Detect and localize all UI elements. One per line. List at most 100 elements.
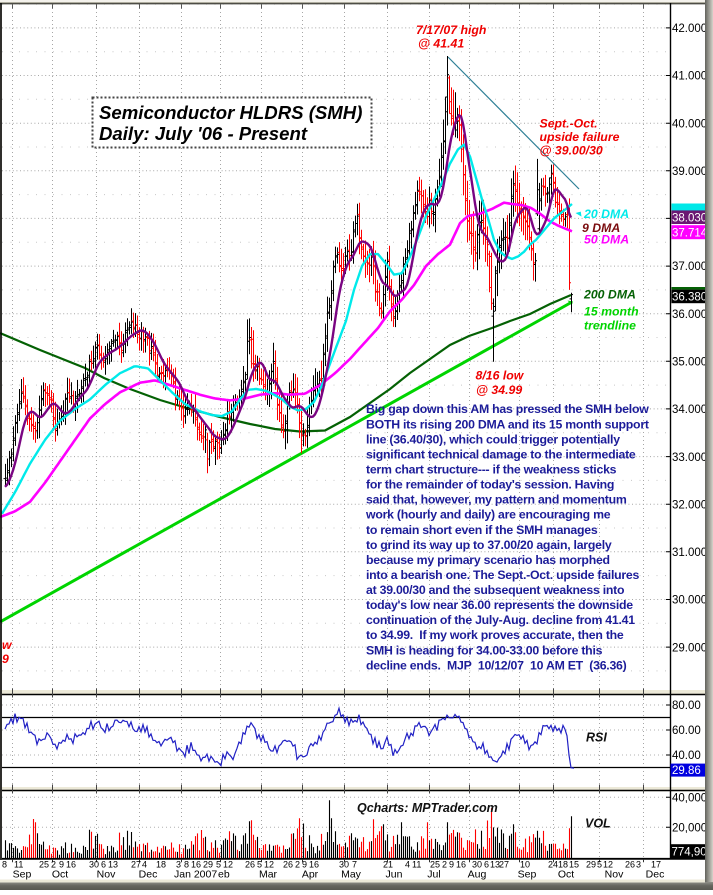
svg-text:30: 30: [472, 860, 482, 870]
svg-text:Sept.-Oct.: Sept.-Oct.: [540, 117, 598, 131]
svg-text:8/16 low: 8/16 low: [476, 369, 525, 383]
svg-text:20 DMA: 20 DMA: [583, 207, 629, 221]
svg-text:30: 30: [339, 860, 349, 870]
svg-text:Nov: Nov: [605, 869, 624, 881]
svg-text:Semiconductor HLDRS (SMH): Semiconductor HLDRS (SMH): [99, 102, 362, 123]
svg-text:41.000: 41.000: [672, 71, 707, 83]
svg-text:Oct: Oct: [52, 869, 68, 881]
svg-text:38.030: 38.030: [672, 212, 707, 224]
svg-text:@ 41.41: @ 41.41: [418, 37, 464, 51]
svg-text:work (hourly and daily) are en: work (hourly and daily) are encouraging …: [365, 508, 611, 522]
svg-text:to remain short even if the SM: to remain short even if the SMH manages: [366, 523, 598, 537]
svg-text:at 39.00/30 and the subsequent: at 39.00/30 and the subsequent weakness …: [366, 583, 625, 597]
svg-text:5: 5: [257, 860, 262, 870]
svg-text:6: 6: [101, 860, 106, 870]
svg-text:9: 9: [2, 652, 9, 666]
svg-text:2: 2: [442, 860, 447, 870]
svg-text:17: 17: [651, 860, 661, 870]
svg-text:3: 3: [636, 860, 641, 870]
svg-text:200 DMA: 200 DMA: [583, 287, 636, 301]
svg-text:35.000: 35.000: [672, 357, 707, 369]
svg-text:2: 2: [51, 860, 56, 870]
svg-text:Qcharts: MPTrader.com: Qcharts: MPTrader.com: [357, 801, 498, 815]
svg-text:8: 8: [184, 860, 189, 870]
svg-text:8: 8: [563, 860, 568, 870]
svg-text:Jan 2007: Jan 2007: [174, 869, 217, 881]
svg-text:term chart structure--- if the: term chart structure--- if the weakness …: [366, 463, 617, 477]
svg-text:Dec: Dec: [646, 869, 665, 881]
svg-text:1: 1: [558, 860, 563, 870]
svg-text:36.000: 36.000: [672, 309, 707, 321]
svg-text:10: 10: [520, 860, 530, 870]
svg-text:for the remainder of today's s: for the remainder of today's session. Ha…: [366, 478, 614, 492]
svg-text:20,000: 20,000: [672, 822, 707, 834]
svg-text:26: 26: [283, 860, 293, 870]
svg-text:32.000: 32.000: [672, 499, 707, 511]
svg-text:24: 24: [548, 860, 558, 870]
svg-text:6: 6: [484, 860, 489, 870]
svg-text:4: 4: [405, 860, 410, 870]
svg-text:34.000: 34.000: [672, 404, 707, 416]
svg-text:May: May: [341, 869, 362, 881]
svg-text:w: w: [2, 638, 13, 652]
svg-text:11: 11: [412, 860, 421, 870]
svg-text:9: 9: [59, 860, 64, 870]
svg-text:Dec: Dec: [139, 869, 158, 881]
svg-text:Big gap down this AM has press: Big gap down this AM has pressed the SMH…: [366, 402, 649, 416]
svg-text:16: 16: [66, 860, 76, 870]
svg-text:29: 29: [586, 860, 596, 870]
svg-text:Mar: Mar: [259, 869, 278, 881]
svg-text:16: 16: [456, 860, 466, 870]
svg-text:15 month: 15 month: [584, 304, 639, 318]
svg-text:12: 12: [603, 860, 613, 870]
svg-text:39.000: 39.000: [672, 166, 707, 178]
svg-text:37.714: 37.714: [672, 227, 708, 239]
svg-text:9: 9: [302, 860, 307, 870]
svg-text:to 34.99. If my work proves a: to 34.99. If my work proves accurate, th…: [366, 628, 624, 642]
svg-text:80.00: 80.00: [672, 700, 701, 712]
svg-text:9 DMA: 9 DMA: [582, 221, 620, 235]
svg-text:40.00: 40.00: [672, 750, 701, 762]
svg-text:3: 3: [176, 860, 181, 870]
svg-text:Oct: Oct: [558, 869, 574, 881]
svg-text:774,90: 774,90: [672, 846, 707, 858]
svg-text:26: 26: [245, 860, 255, 870]
svg-text:significant technical damage t: significant technical damage to the inte…: [366, 447, 636, 461]
svg-text:eb: eb: [218, 869, 230, 881]
svg-text:upside failure: upside failure: [540, 130, 620, 144]
svg-text:line (36.40/30), which could t: line (36.40/30), which could trigger pot…: [366, 432, 620, 446]
svg-text:21: 21: [383, 860, 393, 870]
svg-text:Aug: Aug: [468, 869, 487, 881]
svg-text:Daily: July '06 - Present: Daily: July '06 - Present: [99, 123, 308, 144]
svg-text:7: 7: [352, 860, 357, 870]
svg-text:31.000: 31.000: [672, 547, 707, 559]
svg-text:33.000: 33.000: [672, 452, 707, 464]
svg-text:13: 13: [490, 860, 500, 870]
svg-text:SMH is heading for 34.00-33.00: SMH is heading for 34.00-33.00 before th…: [366, 643, 603, 657]
svg-text:@ 39.00/30: @ 39.00/30: [540, 144, 603, 158]
svg-text:40.000: 40.000: [672, 118, 707, 130]
svg-text:30.000: 30.000: [672, 595, 707, 607]
svg-text:@ 34.99: @ 34.99: [476, 383, 522, 397]
svg-text:VOL: VOL: [585, 817, 611, 831]
svg-text:36.380: 36.380: [672, 291, 707, 303]
svg-text:42.000: 42.000: [672, 23, 707, 35]
svg-text:37.000: 37.000: [672, 261, 707, 273]
svg-text:60.00: 60.00: [672, 725, 701, 737]
svg-text:today's low near 36.00 represe: today's low near 36.00 represents the do…: [366, 598, 633, 612]
svg-text:50 DMA: 50 DMA: [584, 232, 629, 246]
svg-text:12: 12: [264, 860, 274, 870]
svg-text:5: 5: [216, 860, 221, 870]
svg-text:Jul: Jul: [427, 869, 440, 881]
svg-text:Sep: Sep: [518, 869, 537, 881]
svg-text:25: 25: [430, 860, 440, 870]
svg-text:Jun: Jun: [386, 869, 403, 881]
svg-text:into a bearish one. The Sept.-: into a bearish one. The Sept.-Oct. upsid…: [366, 568, 640, 582]
svg-text:25: 25: [39, 860, 49, 870]
svg-text:29.86: 29.86: [672, 765, 701, 777]
svg-text:Apr: Apr: [302, 869, 319, 881]
svg-text:9: 9: [449, 860, 454, 870]
svg-text:30: 30: [89, 860, 99, 870]
svg-text:continuation of the July-Aug.: continuation of the July-Aug. decline fr…: [366, 613, 635, 627]
svg-text:29: 29: [203, 860, 213, 870]
